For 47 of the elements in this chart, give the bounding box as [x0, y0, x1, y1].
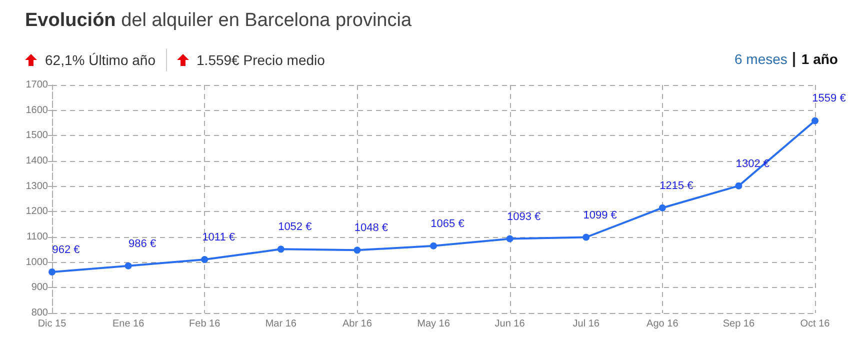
chart-title: Evolución del alquiler en Barcelona provincia [25, 10, 412, 32]
point [582, 234, 590, 241]
y-tick-label: 1500 [26, 130, 48, 142]
point [735, 182, 742, 190]
data-label: 1099 € [583, 209, 617, 222]
y-tick-label: 900 [31, 282, 48, 294]
data-label: 1052 € [278, 221, 312, 234]
x-tick-label: Jun 16 [494, 318, 526, 330]
x-tick-label: Ene 16 [112, 318, 145, 330]
y-tick-label: 1100 [26, 232, 48, 242]
x-tick-label: Jul 16 [572, 318, 600, 330]
data-label: 986 € [128, 238, 156, 250]
data-label: 1065 € [430, 218, 464, 230]
point [506, 235, 514, 242]
x-tick-label: Feb 16 [189, 318, 221, 330]
data-label: 1011 € [202, 232, 236, 244]
x-tick-label: May 16 [417, 318, 450, 330]
y-tick-label: 1400 [26, 156, 48, 166]
text: 62,1% Último año [25, 49, 167, 71]
text: 1.559€ Precio medio [196, 51, 326, 70]
x-tick-label: Abr 16 [342, 318, 372, 330]
y-tick-label: 1300 [26, 180, 48, 192]
x-tick-label: Dic 15 [38, 318, 67, 330]
point [124, 262, 132, 270]
x-tick-label: Mar 16 [265, 318, 297, 330]
point [277, 246, 284, 253]
point [48, 268, 56, 276]
data-label: 962 € [52, 244, 80, 256]
data-label: 1093 € [506, 210, 541, 223]
x-tick-label: Ago 16 [646, 318, 679, 330]
y-tick-label: 800 [31, 308, 48, 318]
point [658, 204, 666, 212]
data-label: 1215 € [660, 180, 694, 192]
y-tick-label: 1600 [26, 104, 48, 116]
y-tick-label: 1700 [26, 80, 48, 90]
point [812, 117, 818, 124]
data-label: 1048 € [354, 222, 388, 234]
data-label: 1559 € [812, 92, 846, 105]
x-tick-label: Oct 16 [800, 318, 830, 330]
point [354, 246, 361, 254]
y-tick-label: 1000 [26, 256, 48, 268]
x-tick-label: Sep 16 [722, 318, 755, 330]
text: 6 meses [734, 51, 788, 67]
point [201, 256, 208, 264]
text: 1 año [801, 51, 838, 67]
point [430, 242, 437, 250]
y-tick-label: 1200 [26, 206, 48, 218]
